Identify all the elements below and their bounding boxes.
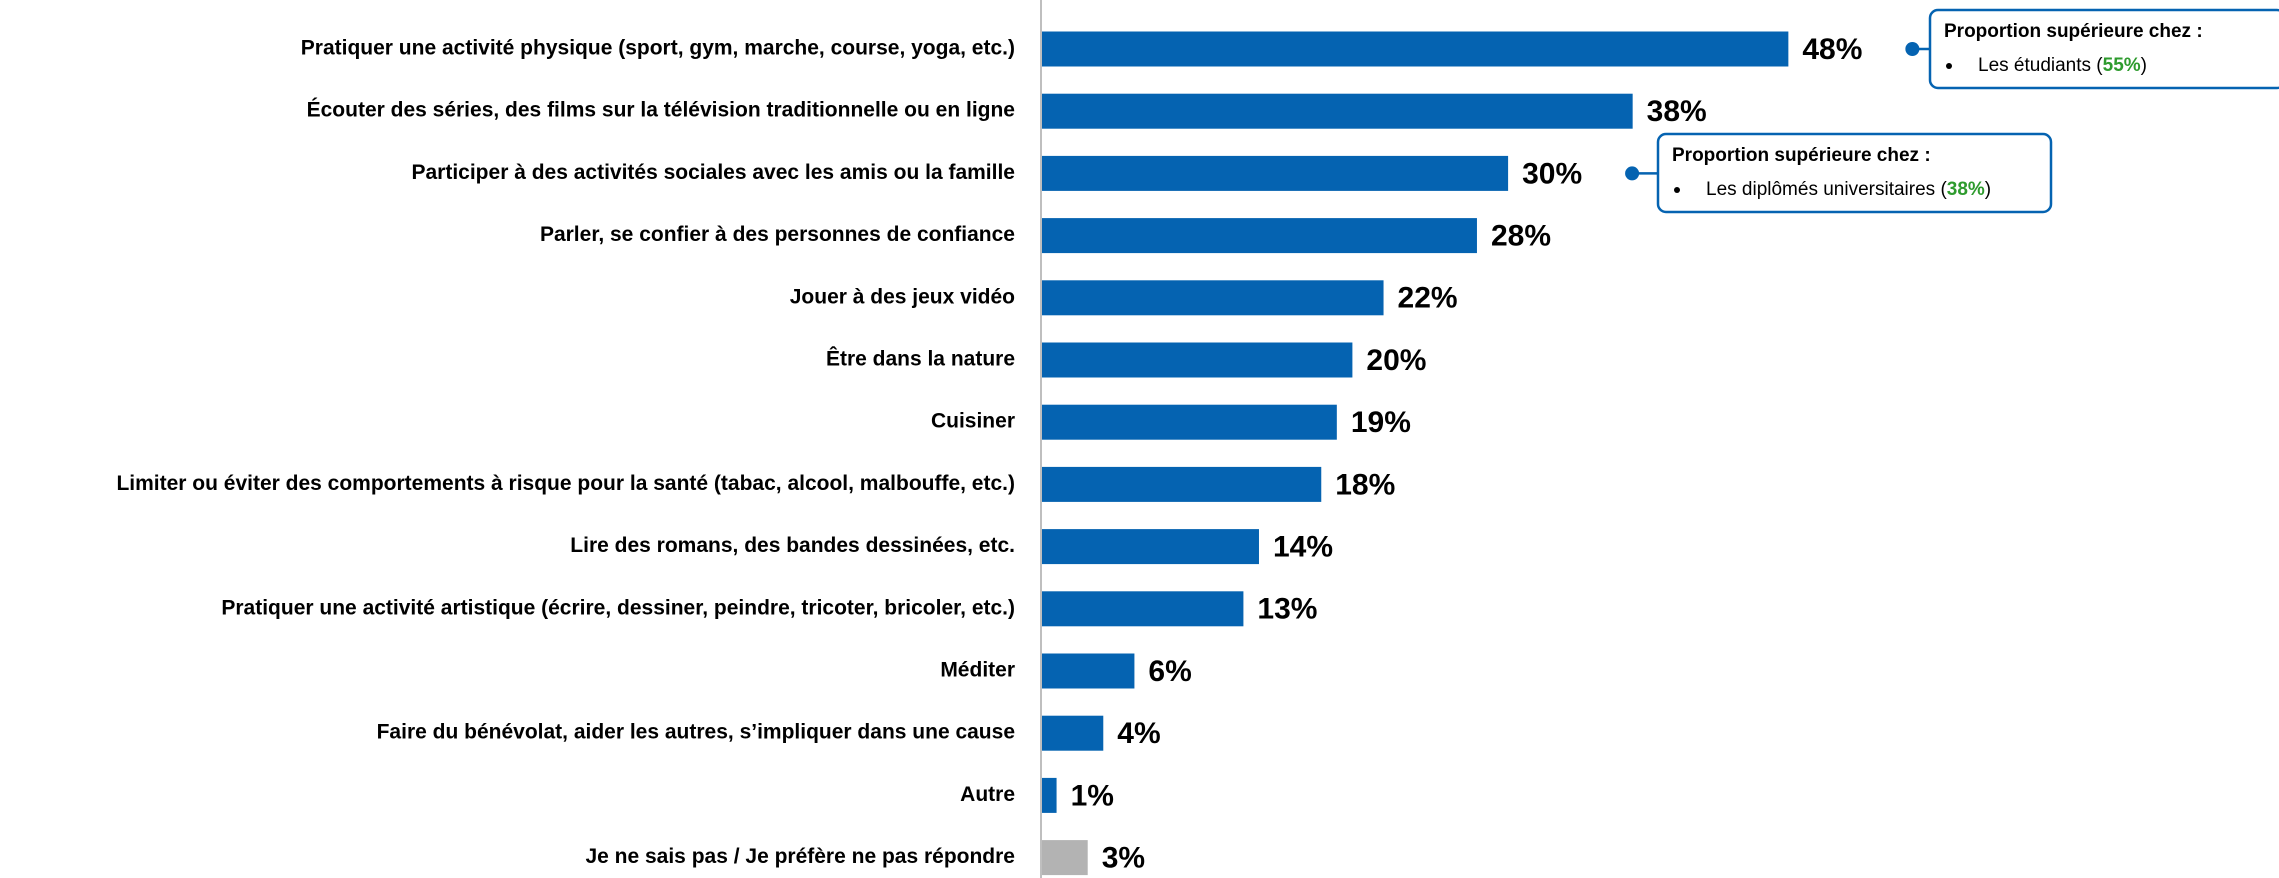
bar xyxy=(1041,466,1322,502)
category-label: Cuisiner xyxy=(931,410,1015,433)
callout-dot xyxy=(1625,166,1640,181)
callout-suffix: ) xyxy=(1985,179,1991,200)
bar xyxy=(1041,280,1384,316)
category-label: Participer à des activités sociales avec… xyxy=(411,161,1015,184)
callout-suffix: ) xyxy=(2141,55,2147,76)
bar xyxy=(1041,840,1088,876)
category-label: Faire du bénévolat, aider les autres, s’… xyxy=(377,721,1015,744)
callout-box xyxy=(1928,8,2279,90)
category-label: Pratiquer une activité artistique (écrir… xyxy=(221,596,1015,619)
category-label: Méditer xyxy=(940,659,1015,682)
category-label: Jouer à des jeux vidéo xyxy=(790,285,1015,308)
callout-text: Les étudiants (55%) xyxy=(1978,55,2147,76)
category-label: Je ne sais pas / Je préfère ne pas répon… xyxy=(585,845,1015,868)
bullet xyxy=(1946,63,1952,69)
value-label: 30% xyxy=(1522,157,1582,190)
bar xyxy=(1041,715,1104,751)
category-label: Lire des romans, des bandes dessinées, e… xyxy=(570,534,1015,557)
value-label: 6% xyxy=(1148,655,1191,688)
value-label: 38% xyxy=(1647,95,1707,128)
callout-highlight: 55% xyxy=(2103,55,2141,76)
bar xyxy=(1041,591,1244,627)
bar xyxy=(1041,155,1509,191)
value-label: 13% xyxy=(1257,593,1317,626)
category-label: Limiter ou éviter des comportements à ri… xyxy=(116,472,1015,495)
bar xyxy=(1041,529,1259,565)
callout-title: Proportion supérieure chez : xyxy=(1672,145,1931,166)
value-label: 19% xyxy=(1351,406,1411,439)
value-label: 28% xyxy=(1491,220,1551,253)
category-label: Parler, se confier à des personnes de co… xyxy=(540,223,1015,246)
bar xyxy=(1041,404,1337,440)
value-label: 18% xyxy=(1335,468,1395,501)
bar xyxy=(1041,31,1789,67)
bar xyxy=(1041,653,1135,689)
bar xyxy=(1041,218,1477,254)
bar xyxy=(1041,93,1633,129)
value-label: 4% xyxy=(1117,717,1160,750)
category-label: Être dans la nature xyxy=(826,347,1015,371)
value-label: 3% xyxy=(1102,842,1145,875)
value-label: 22% xyxy=(1398,282,1458,315)
category-label: Pratiquer une activité physique (sport, … xyxy=(301,37,1015,60)
bullet xyxy=(1674,187,1680,193)
callout-dot xyxy=(1905,42,1920,56)
category-label: Écouter des séries, des films sur la tél… xyxy=(307,99,1015,122)
value-label: 1% xyxy=(1071,779,1114,812)
callout-highlight: 38% xyxy=(1947,179,1985,200)
callout-text: Les diplômés universitaires ( xyxy=(1706,179,1947,200)
bar xyxy=(1041,777,1057,813)
callout-box xyxy=(1656,132,2053,214)
category-label: Autre xyxy=(960,783,1015,806)
callout-text: Les diplômés universitaires (38%) xyxy=(1706,179,1991,200)
value-label: 20% xyxy=(1366,344,1426,377)
callout-text: Les étudiants ( xyxy=(1978,55,2103,76)
bar xyxy=(1041,342,1353,378)
value-label: 48% xyxy=(1802,33,1862,66)
callout-title: Proportion supérieure chez : xyxy=(1944,21,2203,42)
value-label: 14% xyxy=(1273,531,1333,564)
